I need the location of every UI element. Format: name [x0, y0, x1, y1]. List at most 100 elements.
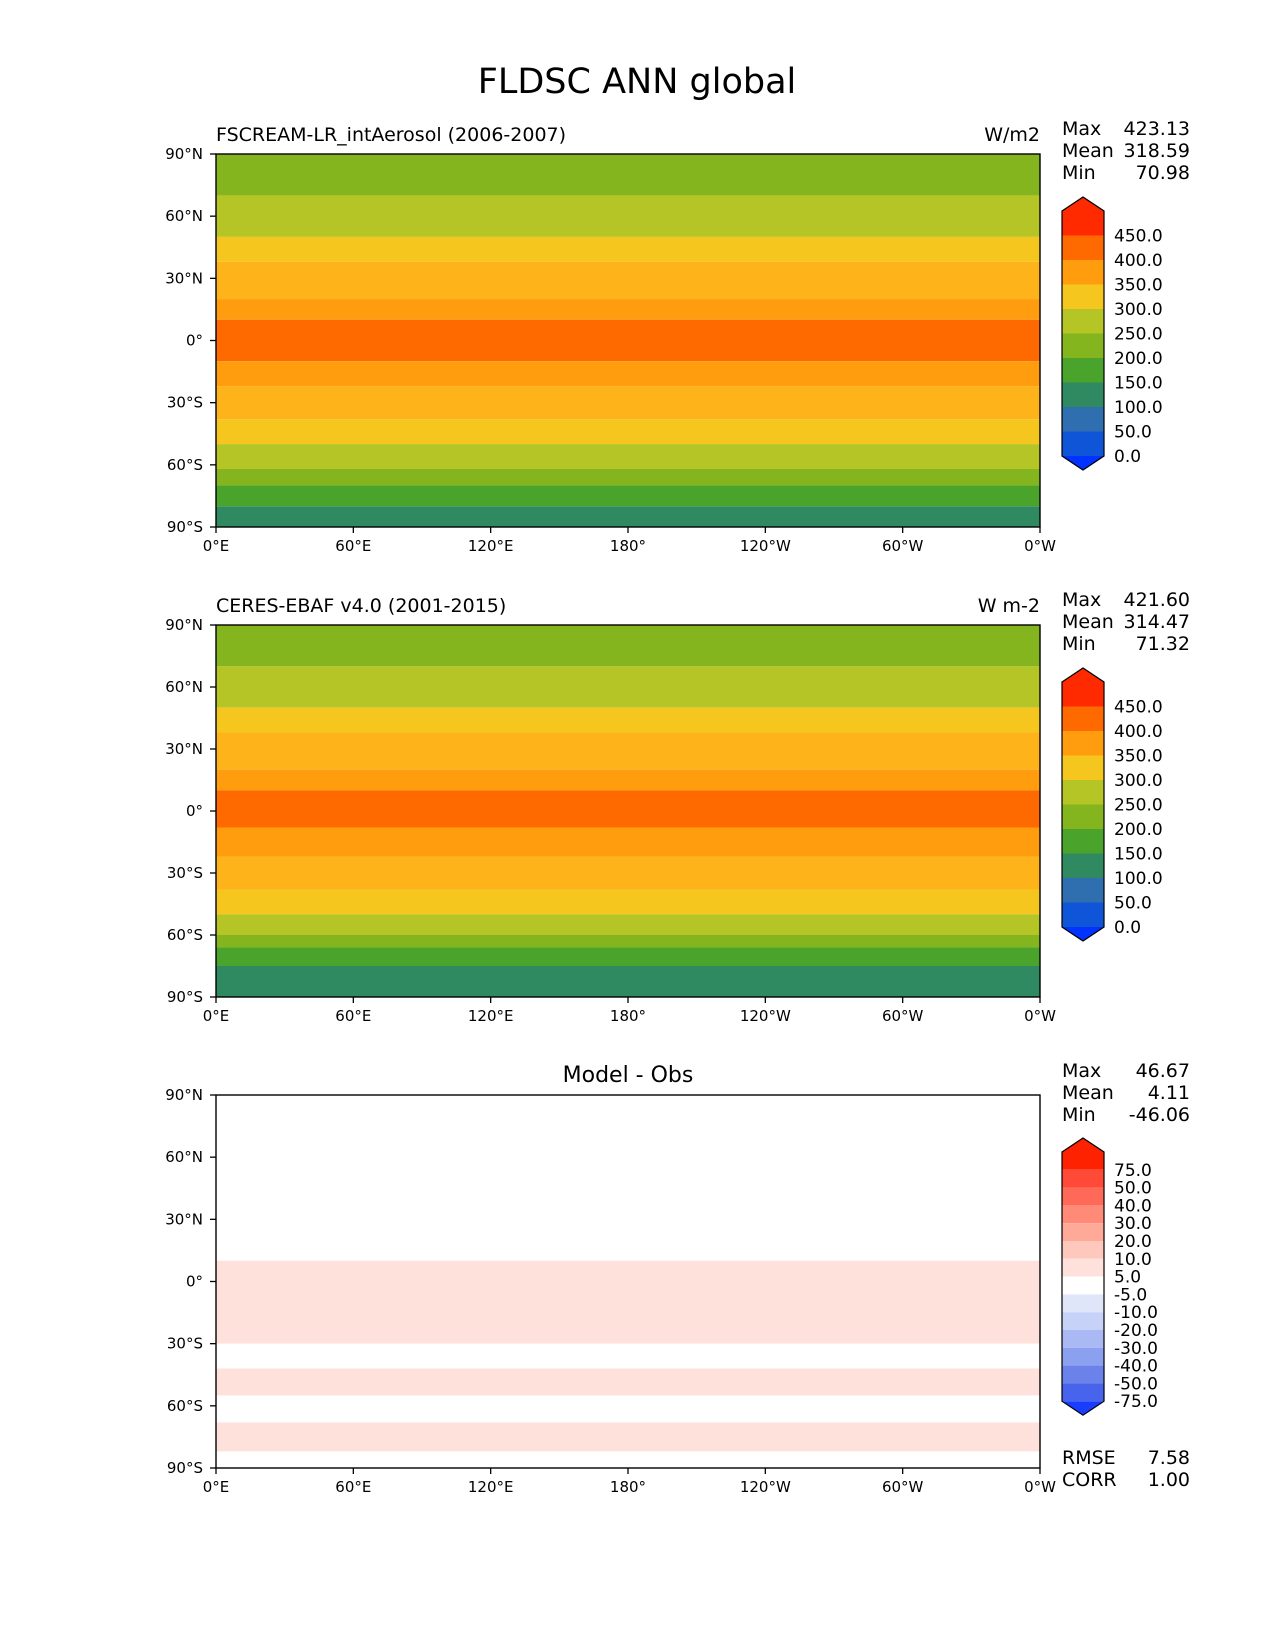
- y-tick-label: 0°: [186, 332, 203, 350]
- colorbar-tick-label: 5.0: [1114, 1268, 1141, 1288]
- stat-mean-label: Mean: [1062, 1082, 1114, 1104]
- y-tick-label: 60°N: [165, 1148, 203, 1166]
- colorbar-tick-label: 350.0: [1114, 276, 1163, 296]
- lat-band: [216, 386, 1040, 420]
- x-tick-label: 120°E: [468, 537, 514, 555]
- y-tick-label: 30°N: [165, 1210, 203, 1228]
- lat-band: [216, 506, 1040, 527]
- x-tick-label: 120°W: [740, 1478, 791, 1496]
- colorbar-segment: [1062, 1276, 1104, 1295]
- x-tick-label: 120°E: [468, 1007, 514, 1025]
- stat-mean-value: 318.59: [1124, 140, 1190, 162]
- lat-band: [216, 827, 1040, 857]
- colorbar-extend-min: [1062, 456, 1104, 470]
- map-field-diff: [216, 1095, 1040, 1468]
- y-tick-label: 90°S: [167, 988, 203, 1006]
- lat-band: [216, 769, 1040, 791]
- colorbar-tick-label: 450.0: [1114, 227, 1163, 247]
- lat-band: [216, 1260, 1040, 1344]
- panel-units-model: W/m2: [984, 124, 1040, 146]
- colorbar-tick-label: 0.0: [1114, 447, 1141, 467]
- y-tick-label: 30°N: [165, 740, 203, 758]
- colorbar-tick-label: 250.0: [1114, 796, 1163, 816]
- colorbar-tick-label: -10.0: [1114, 1303, 1158, 1323]
- y-tick-label: 60°N: [165, 678, 203, 696]
- colorbar-segment: [1062, 1169, 1104, 1188]
- colorbar-segment: [1062, 431, 1104, 456]
- colorbar-tick-label: -75.0: [1114, 1392, 1158, 1412]
- colorbar-model: 450.0 400.0 350.0 300.0 250.0 200.0 150.0 100.0…: [1061, 196, 1163, 471]
- lat-band: [216, 935, 1040, 948]
- colorbar-segment: [1062, 731, 1104, 756]
- colorbar-segment: [1062, 1330, 1104, 1348]
- colorbar-segment: [1062, 755, 1104, 780]
- colorbar-tick-label: 450.0: [1114, 698, 1163, 718]
- lat-band: [216, 914, 1040, 935]
- colorbar-tick-label: -5.0: [1114, 1285, 1147, 1305]
- stat-mean-value: 314.47: [1124, 611, 1190, 633]
- colorbar-extend-min: [1062, 1401, 1104, 1416]
- lat-band: [216, 1395, 1040, 1423]
- lat-band: [216, 361, 1040, 387]
- lat-band: [216, 625, 1040, 667]
- colorbar-tick-label: 400.0: [1114, 722, 1163, 742]
- colorbar-tick-label: -30.0: [1114, 1339, 1158, 1359]
- lat-band: [216, 790, 1040, 828]
- y-tick-label: 90°S: [167, 518, 203, 536]
- colorbar-extend-max: [1062, 1138, 1104, 1170]
- y-tick-label: 30°S: [167, 1335, 203, 1353]
- lat-band: [216, 1343, 1040, 1369]
- colorbar-tick-label: 20.0: [1114, 1232, 1152, 1252]
- stat-min-value: 70.98: [1136, 162, 1190, 184]
- x-tick-label: 60°W: [882, 1007, 924, 1025]
- colorbar-segment: [1062, 706, 1104, 731]
- colorbar-diff: 75.050.040.030.020.010.05.0-5.0-10.0-20.…: [1061, 1137, 1158, 1416]
- colorbar-tick-label: 400.0: [1114, 251, 1163, 271]
- panel-title-diff: Model - Obs: [563, 1063, 694, 1088]
- colorbar-obs: 450.0 400.0 350.0 300.0 250.0 200.0 150.0 100.0…: [1061, 667, 1163, 942]
- axis-ticks-diff: 0°E 60°E 120°E 180° 120°W 60°W 0°W 90°N 60°N 30°N…: [165, 1086, 1056, 1496]
- y-tick-label: 60°S: [167, 926, 203, 944]
- colorbar-tick-label: -50.0: [1114, 1374, 1158, 1394]
- colorbar-tick-label: 10.0: [1114, 1250, 1152, 1270]
- lat-band: [216, 419, 1040, 445]
- colorbar-segment: [1062, 804, 1104, 829]
- lat-band: [216, 707, 1040, 733]
- y-tick-label: 90°N: [165, 616, 203, 634]
- corr-value: 1.00: [1148, 1469, 1190, 1491]
- colorbar-segment: [1062, 235, 1104, 260]
- lat-band: [216, 947, 1040, 966]
- colorbar-segment: [1062, 358, 1104, 383]
- x-tick-label: 180°: [610, 537, 646, 555]
- lat-band: [216, 1235, 1040, 1261]
- y-tick-label: 60°S: [167, 1397, 203, 1415]
- colorbar-tick-label: 200.0: [1114, 349, 1163, 369]
- lat-band: [216, 236, 1040, 262]
- colorbar-tick-label: 50.0: [1114, 894, 1152, 914]
- stat-mean-label: Mean: [1062, 140, 1114, 162]
- x-tick-label: 120°E: [468, 1478, 514, 1496]
- colorbar-segment: [1062, 309, 1104, 334]
- y-tick-label: 0°: [186, 1273, 203, 1291]
- colorbar-segment: [1062, 1365, 1104, 1384]
- colorbar-extend-max: [1062, 668, 1104, 707]
- panel-obs: CERES-EBAF v4.0 (2001-2015) W m-2 Max 42…: [165, 589, 1190, 1025]
- colorbar-outline: [1061, 1137, 1105, 1416]
- lat-band: [216, 319, 1040, 362]
- colorbar-segment: [1062, 1312, 1104, 1330]
- colorbar-tick-label: 150.0: [1114, 374, 1163, 394]
- panel-title-obs: CERES-EBAF v4.0 (2001-2015): [216, 595, 506, 617]
- colorbar-segment: [1062, 902, 1104, 927]
- colorbar-segment: [1062, 878, 1104, 903]
- colorbar-tick-label: 100.0: [1114, 869, 1163, 889]
- colorbar-segment: [1062, 853, 1104, 878]
- stat-min-value: -46.06: [1129, 1104, 1190, 1126]
- axis-ticks-model: 0°E 60°E 120°E 180° 120°W 60°W 0°W 90°N 60°N 30°N…: [165, 145, 1056, 555]
- colorbar-tick-label: 300.0: [1114, 771, 1163, 791]
- y-tick-label: 90°S: [167, 1459, 203, 1477]
- colorbar-tick-label: -40.0: [1114, 1357, 1158, 1377]
- x-tick-label: 0°E: [203, 1007, 230, 1025]
- x-tick-label: 180°: [610, 1478, 646, 1496]
- colorbar-segment: [1062, 407, 1104, 432]
